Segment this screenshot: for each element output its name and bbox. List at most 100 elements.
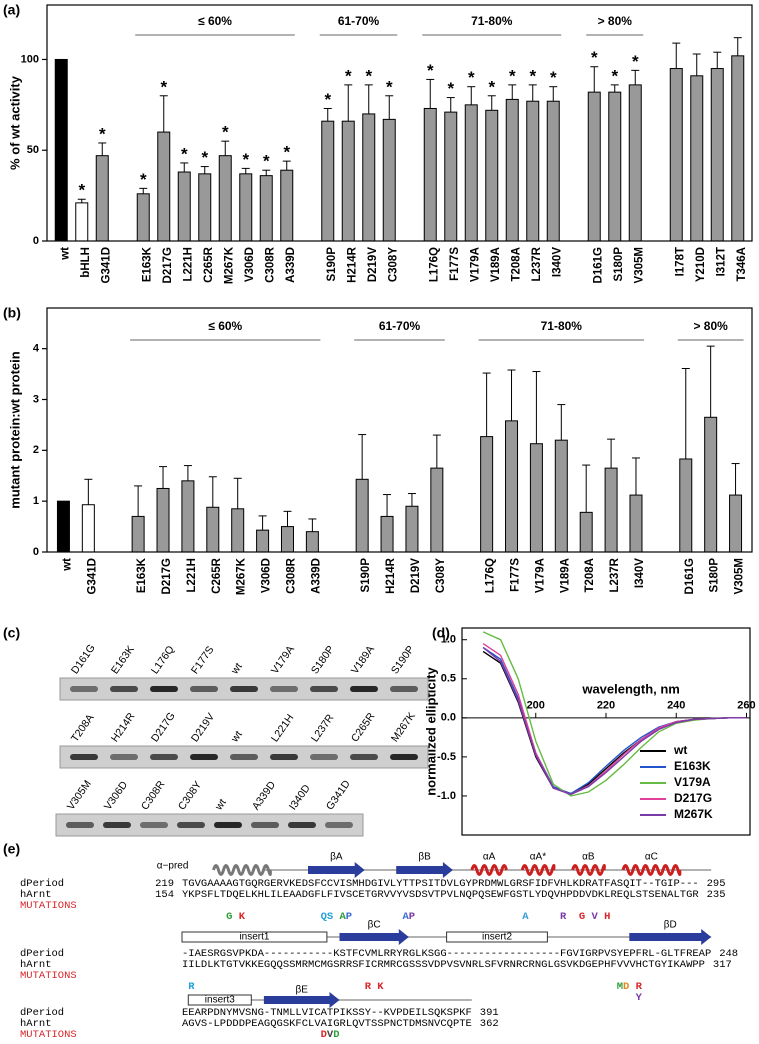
- panel-label: (b): [3, 305, 21, 321]
- bar: [281, 170, 293, 241]
- bar: [207, 507, 219, 552]
- lane-label: V306D: [102, 779, 130, 813]
- x-tick-label: S180P: [709, 558, 721, 593]
- blot-band: [310, 686, 338, 692]
- bar: [157, 488, 169, 552]
- x-tick-label: E163K: [136, 557, 148, 593]
- y-tick-label: 0: [33, 546, 39, 558]
- x-tick-label: S190P: [360, 558, 372, 593]
- panel-label: (c): [3, 625, 20, 641]
- error-bar: [426, 79, 434, 108]
- error-bar: [557, 405, 565, 441]
- significance-mark: *: [263, 152, 270, 171]
- blot-band: [70, 686, 98, 692]
- error-bar: [682, 368, 690, 458]
- bar: [55, 59, 67, 241]
- error-bar: [358, 435, 366, 480]
- x-tick-label: D217G: [162, 247, 174, 283]
- x-tick-label: H214R: [346, 246, 358, 282]
- bar: [219, 156, 231, 241]
- blot-band: [251, 822, 279, 828]
- structure-label: insert1: [239, 932, 269, 943]
- x-tick-label: 260: [737, 700, 755, 712]
- error-bar: [259, 516, 267, 530]
- plot-frame: [47, 5, 752, 241]
- blot-band: [66, 822, 94, 828]
- y-tick-label: 2: [33, 444, 39, 456]
- x-tick-label: C308Y: [435, 558, 447, 593]
- bar: [281, 527, 293, 552]
- bar: [486, 110, 498, 241]
- structure-label: βC: [368, 920, 381, 931]
- lane-label: C308Y: [176, 779, 204, 812]
- lane-label: D161G: [69, 642, 98, 676]
- significance-mark: *: [324, 90, 331, 109]
- mutation-row: G K QS AP AP A R G V H: [182, 911, 610, 923]
- y-tick-label: 3: [33, 393, 39, 405]
- x-tick-label: 240: [667, 700, 685, 712]
- x-axis-label: wavelength, nm: [581, 681, 680, 696]
- error-bar: [344, 85, 352, 121]
- significance-mark: *: [345, 66, 352, 85]
- panel-label: (a): [3, 2, 20, 18]
- mutations-label: MUTATIONS: [20, 970, 77, 982]
- bar: [132, 516, 144, 552]
- x-tick-label: V305M: [734, 558, 746, 594]
- error-bar: [467, 87, 475, 105]
- blot-band: [110, 686, 138, 692]
- significance-mark: *: [632, 52, 639, 71]
- error-bar: [139, 188, 147, 193]
- blot-band: [325, 822, 353, 828]
- error-bar: [84, 479, 92, 504]
- alpha-helix: [214, 866, 271, 875]
- lane-label: wt: [212, 797, 228, 813]
- y-tick-label: 1.0: [441, 634, 456, 646]
- x-tick-label: V306D: [261, 558, 273, 593]
- lane-label: V305M: [65, 778, 94, 812]
- blot-band: [310, 754, 338, 760]
- error-bar: [732, 464, 740, 496]
- group-label: 71-80%: [471, 14, 513, 28]
- bar: [465, 105, 477, 241]
- sequence: YKPSFLTDQELKHLILEAADGFLFIVSCETGRVVYVSDSV…: [182, 889, 699, 901]
- bar: [356, 479, 368, 552]
- bar: [730, 495, 742, 552]
- x-tick-label: I340V: [551, 247, 563, 277]
- y-tick-label: 0: [33, 235, 39, 247]
- bar: [555, 440, 567, 552]
- error-bar: [134, 486, 142, 517]
- error-bar: [308, 519, 316, 532]
- lane-label: wt: [228, 729, 244, 745]
- lane-label: C265R: [349, 710, 378, 744]
- x-tick-label: C265R: [203, 246, 215, 282]
- bar: [363, 114, 375, 241]
- significance-mark: *: [242, 150, 249, 169]
- structure-label: α−pred: [157, 861, 189, 872]
- lane-label: T208A: [69, 712, 97, 744]
- error-bar: [734, 38, 742, 56]
- x-tick-label: wt: [59, 247, 71, 261]
- lane-label: V179A: [269, 644, 297, 677]
- bar: [76, 203, 88, 241]
- blot-band: [103, 822, 131, 828]
- error-bar: [632, 458, 640, 495]
- x-tick-label: A339D: [310, 558, 322, 594]
- plot-frame: [47, 308, 752, 552]
- y-tick-label: 100: [21, 53, 39, 65]
- error-bar: [180, 163, 188, 172]
- x-tick-label: wt: [61, 558, 73, 572]
- lane-label: A339D: [250, 779, 278, 813]
- sequence: IILDLKTGTVKKEGQQSSMRMCMGSRRSFICRMRCGSSSV…: [182, 959, 705, 971]
- bar: [527, 101, 539, 241]
- error-bar: [283, 161, 291, 170]
- lane-label: G341D: [324, 778, 353, 812]
- structure-label: αC: [645, 852, 658, 863]
- bar: [481, 437, 493, 552]
- x-tick-label: S180P: [613, 247, 625, 282]
- error-bar: [324, 108, 332, 121]
- lane-label: wt: [228, 661, 244, 677]
- bar: [609, 92, 621, 241]
- x-tick-label: D161G: [592, 247, 604, 283]
- y-tick-label: -0.5: [437, 751, 456, 763]
- bar: [381, 516, 393, 552]
